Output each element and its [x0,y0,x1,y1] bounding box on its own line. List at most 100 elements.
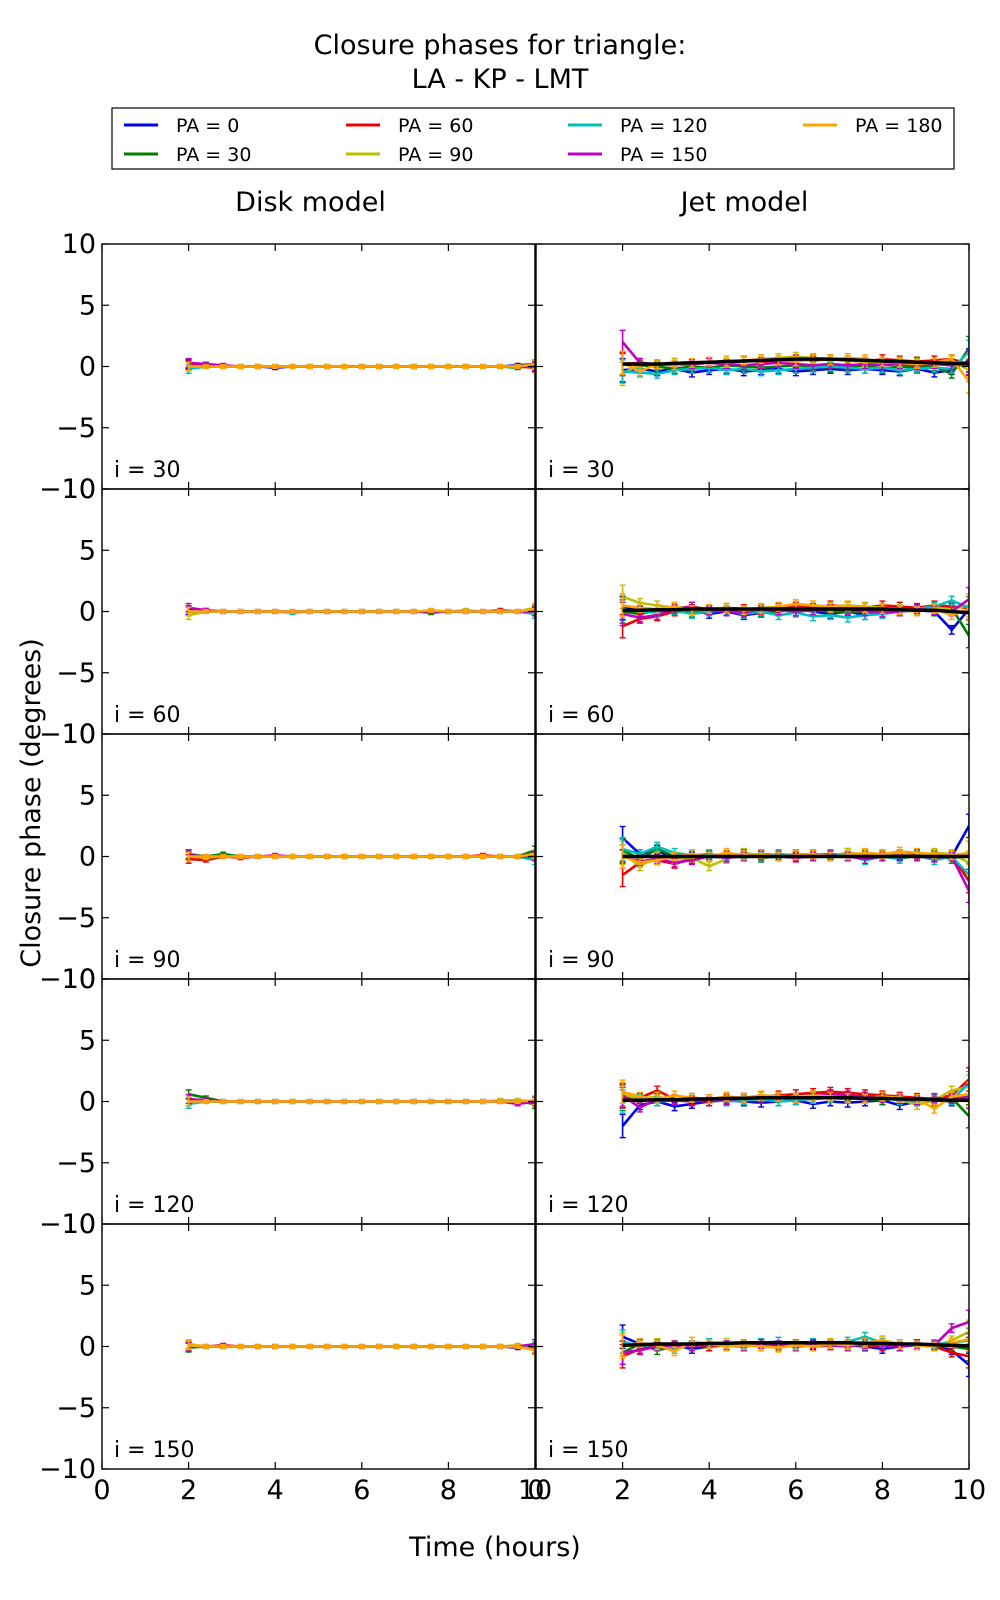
series [185,604,535,617]
panel: −10 −5 0 5 10 i = 30 [39,229,536,505]
legend-label: PA = 90 [398,144,473,166]
legend-entry: PA = 150 [568,144,708,166]
x-tick-label: 2 [614,1475,631,1506]
inclination-label: i = 120 [548,1193,629,1218]
panel: −10 −5 0 5 10 i = 120 [39,964,536,1240]
y-axis-label: Closure phase (degrees) [16,638,47,968]
legend-label: PA = 30 [176,144,251,166]
inclination-label: i = 30 [548,458,615,483]
series [185,1340,535,1356]
y-tick-label: 0 [79,1087,96,1118]
column-title: Disk model [235,187,386,218]
inclination-label: i = 150 [548,1438,629,1463]
plot-area [185,845,535,866]
legend-label: PA = 150 [620,144,708,166]
series [622,607,969,615]
mean-line [622,607,969,615]
y-tick-label: 0 [79,842,96,873]
y-tick-label: −5 [56,1148,96,1179]
legend-frame [111,107,955,170]
plot-area [619,1309,969,1378]
y-tick-label: −10 [39,474,96,505]
x-tick-label: 4 [267,1475,284,1506]
legend-entry: PA = 60 [346,115,473,137]
plot-area [619,1067,969,1139]
legend-entry: PA = 120 [568,115,708,137]
y-tick-label: 10 [62,719,96,750]
panel: 0 2 4 6 8 10 i = 150 [527,1223,986,1506]
y-tick-label: −5 [56,903,96,934]
y-tick-label: 5 [79,780,96,811]
y-tick-label: −5 [56,658,96,689]
x-axis-label: Time (hours) [408,1532,581,1563]
y-tick-label: −10 [39,1454,96,1485]
y-tick-label: 10 [62,964,96,995]
y-tick-label: 5 [79,1270,96,1301]
plot-area [185,1089,535,1109]
plot-area [185,1339,535,1356]
y-tick-label: 10 [62,229,96,260]
series-line [188,362,535,368]
chart-title-line2: LA - KP - LMT [412,64,589,95]
series [622,1096,969,1103]
inclination-label: i = 30 [114,458,181,483]
y-tick-label: 5 [79,535,96,566]
y-tick-label: 0 [79,1332,96,1363]
x-tick-label: 2 [180,1475,197,1506]
plot-area [619,329,969,394]
legend-label: PA = 120 [620,115,708,137]
y-tick-label: −10 [39,1209,96,1240]
plot-area [619,813,969,904]
series-line [188,607,535,613]
panels: Disk model Jet model −10 −5 0 5 10 i = 30 i = 30… [39,187,986,1506]
x-tick-label: 6 [353,1475,370,1506]
legend-entry: PA = 180 [803,115,943,137]
y-tick-label: 0 [79,597,96,628]
series-line [188,852,535,858]
inclination-label: i = 60 [548,703,615,728]
plot-area [185,357,535,374]
legend-label: PA = 60 [398,115,473,137]
y-tick-label: −10 [39,719,96,750]
series [185,359,535,372]
x-tick-label: 0 [527,1475,544,1506]
series [185,849,535,862]
legend-label: PA = 0 [176,115,239,137]
y-tick-label: 5 [79,1025,96,1056]
x-tick-label: 0 [93,1475,110,1506]
series [185,1095,535,1107]
panel: i = 120 [535,978,970,1225]
x-tick-label: 10 [518,1475,552,1506]
x-tick-label: 4 [701,1475,718,1506]
legend-entry: PA = 90 [346,144,473,166]
y-tick-label: −5 [56,413,96,444]
inclination-label: i = 60 [114,703,181,728]
y-tick-label: 10 [62,474,96,505]
x-tick-label: 6 [787,1475,804,1506]
x-tick-label: 10 [952,1475,986,1506]
mean-line [622,1096,969,1103]
plot-area [619,584,969,649]
inclination-label: i = 150 [114,1438,195,1463]
series-line [188,1099,535,1103]
y-tick-label: −10 [39,964,96,995]
panel: −10 −5 0 5 10 i = 90 [39,719,536,995]
y-tick-label: −5 [56,1393,96,1424]
series [622,1341,969,1348]
legend: PA = 0 PA = 30 PA = 60 PA = 90 PA = 120 PA = … [111,107,955,170]
panel: i = 30 [535,243,970,490]
panel: −10 −5 0 5 10 i = 60 [39,474,536,750]
panel: i = 90 [535,733,970,980]
series-line [188,1344,535,1352]
y-tick-label: 10 [62,1209,96,1240]
series [622,357,969,366]
mean-line [622,1341,969,1348]
legend-entry: PA = 0 [124,115,239,137]
inclination-label: i = 90 [548,948,615,973]
plot-area [185,602,535,621]
x-tick-label: 8 [440,1475,457,1506]
legend-entry: PA = 30 [124,144,251,166]
mean-line [622,357,969,366]
